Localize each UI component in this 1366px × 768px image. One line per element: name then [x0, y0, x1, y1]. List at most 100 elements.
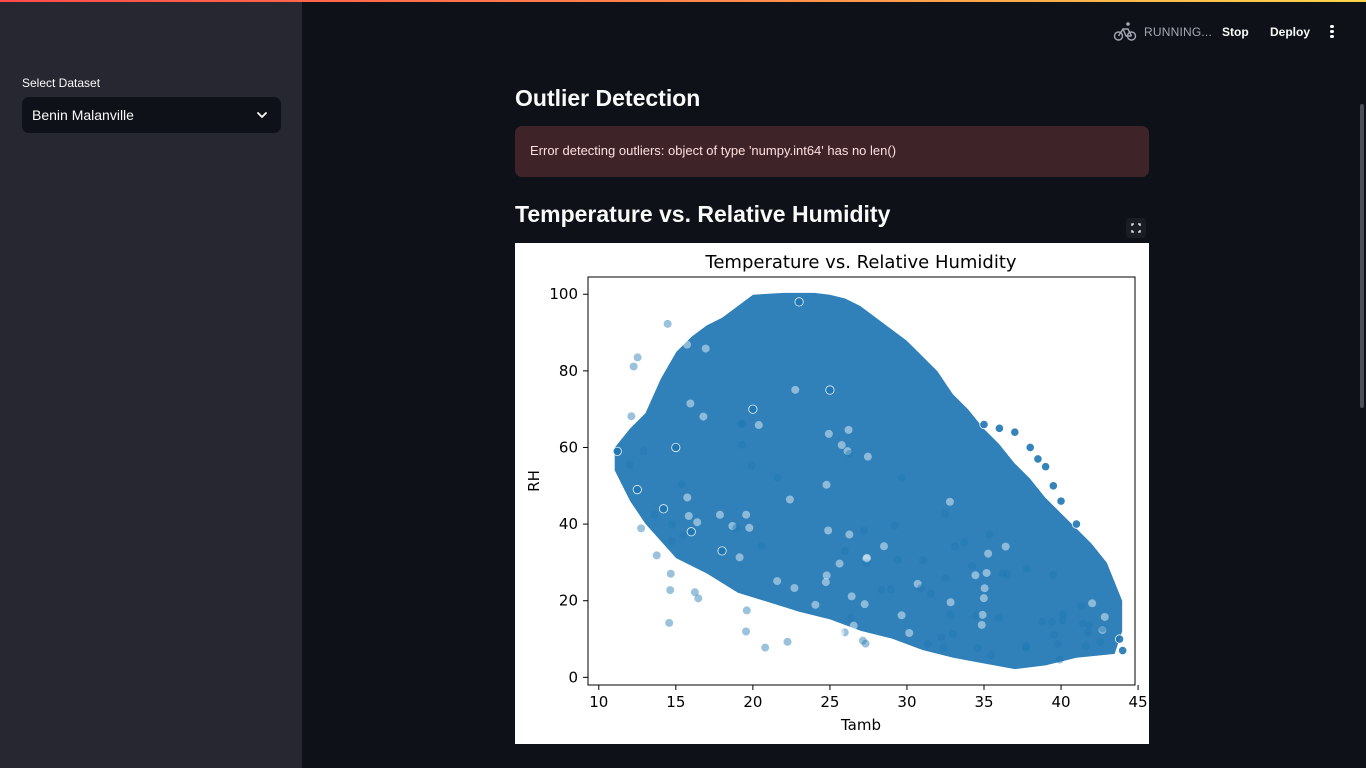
texture-point — [690, 588, 699, 597]
texture-point — [968, 562, 977, 571]
scatter-chart: Temperature vs. Relative Humidity 10 15 20… — [515, 243, 1149, 744]
texture-point — [985, 530, 994, 539]
texture-point — [639, 447, 648, 456]
scatter-point — [748, 404, 758, 414]
scatter-point — [1114, 634, 1125, 644]
texture-point — [859, 526, 868, 535]
deploy-button[interactable]: Deploy — [1270, 25, 1311, 39]
texture-point — [1022, 643, 1031, 652]
chart-title: Temperature vs. Relative Humidity — [704, 252, 1016, 273]
texture-point — [824, 429, 833, 438]
texture-point — [785, 495, 794, 504]
dataset-select-value: Benin Malanville — [32, 107, 134, 123]
texture-point — [667, 537, 676, 546]
texture-point — [821, 578, 830, 587]
texture-point — [893, 555, 902, 564]
texture-point — [1038, 617, 1047, 626]
texture-point — [627, 412, 636, 421]
texture-point — [1049, 631, 1058, 640]
texture-point — [971, 611, 980, 620]
texture-point — [686, 399, 695, 408]
texture-point — [1077, 602, 1086, 611]
texture-point — [840, 546, 849, 555]
texture-point — [1049, 570, 1058, 579]
main-menu-icon[interactable] — [1325, 23, 1339, 41]
scrolled-title-fragment — [515, 30, 755, 58]
texture-point — [684, 512, 693, 521]
scatter-point — [632, 485, 642, 495]
texture-point — [1098, 625, 1107, 634]
texture-point — [835, 631, 844, 640]
texture-point — [937, 633, 946, 642]
texture-point — [844, 425, 853, 434]
scatter-point — [1118, 645, 1128, 656]
texture-point — [663, 336, 672, 345]
texture-point — [973, 644, 982, 653]
running-status: RUNNING... — [1144, 25, 1212, 39]
dataset-select[interactable]: Benin Malanville — [22, 97, 281, 133]
scatter-point — [1071, 519, 1082, 529]
outlier-detection-heading: Outlier Detection — [515, 85, 701, 111]
texture-point — [926, 589, 935, 598]
point-cloud-region — [613, 291, 1124, 671]
scatter-point — [717, 546, 727, 556]
texture-point — [679, 531, 688, 540]
texture-point — [1081, 642, 1090, 651]
x-tick-label: 10 — [589, 693, 608, 711]
texture-point — [849, 621, 858, 630]
texture-point — [960, 538, 969, 547]
texture-point — [917, 584, 926, 593]
scatter-point — [1048, 481, 1058, 491]
texture-point — [683, 493, 692, 502]
error-alert: Error detecting outliers: object of type… — [515, 126, 1149, 177]
texture-point — [649, 306, 658, 315]
y-tick-label: 0 — [568, 668, 578, 686]
texture-point — [913, 579, 922, 588]
stop-button[interactable]: Stop — [1222, 25, 1249, 39]
running-bike-icon — [1113, 22, 1137, 41]
texture-point — [693, 518, 702, 527]
texture-point — [945, 497, 954, 506]
texture-point — [1084, 621, 1093, 630]
scatter-point — [1033, 454, 1043, 464]
scatter-point — [671, 442, 681, 453]
texture-point — [628, 509, 637, 518]
texture-point — [941, 573, 950, 582]
texture-point — [1001, 542, 1010, 551]
scatter-point — [1025, 442, 1035, 453]
texture-point — [1047, 617, 1056, 626]
main-scrollbar[interactable] — [1360, 104, 1364, 408]
texture-point — [1053, 639, 1062, 648]
texture-point — [835, 559, 844, 568]
fullscreen-button[interactable] — [1126, 218, 1146, 238]
texture-point — [736, 419, 745, 428]
texture-point — [941, 509, 950, 518]
texture-point — [770, 636, 779, 645]
texture-point — [773, 473, 782, 482]
texture-point — [735, 553, 744, 562]
x-axis-ticks: 10 15 20 25 30 35 40 45 — [589, 685, 1148, 711]
texture-point — [863, 452, 872, 461]
point-cloud — [613, 291, 1124, 671]
dataset-select-label: Select Dataset — [22, 76, 101, 90]
scatter-points — [612, 297, 1128, 656]
texture-point — [951, 542, 960, 551]
texture-point — [837, 441, 846, 450]
texture-point — [836, 628, 845, 637]
texture-point — [897, 473, 906, 482]
scatter-point — [1010, 427, 1020, 437]
texture-point — [1100, 612, 1109, 621]
scatter-heading: Temperature vs. Relative Humidity — [515, 201, 891, 227]
header-decoration — [0, 0, 1366, 2]
texture-point — [694, 594, 703, 603]
scatter-point — [1056, 496, 1066, 506]
texture-point — [843, 447, 852, 456]
texture-point — [757, 541, 766, 550]
texture-point — [905, 628, 914, 637]
scatter-point — [658, 504, 669, 514]
texture-point — [677, 480, 686, 489]
texture-point — [978, 610, 987, 619]
texture-point — [699, 412, 708, 421]
texture-point — [998, 569, 1007, 578]
texture-point — [1083, 628, 1092, 637]
